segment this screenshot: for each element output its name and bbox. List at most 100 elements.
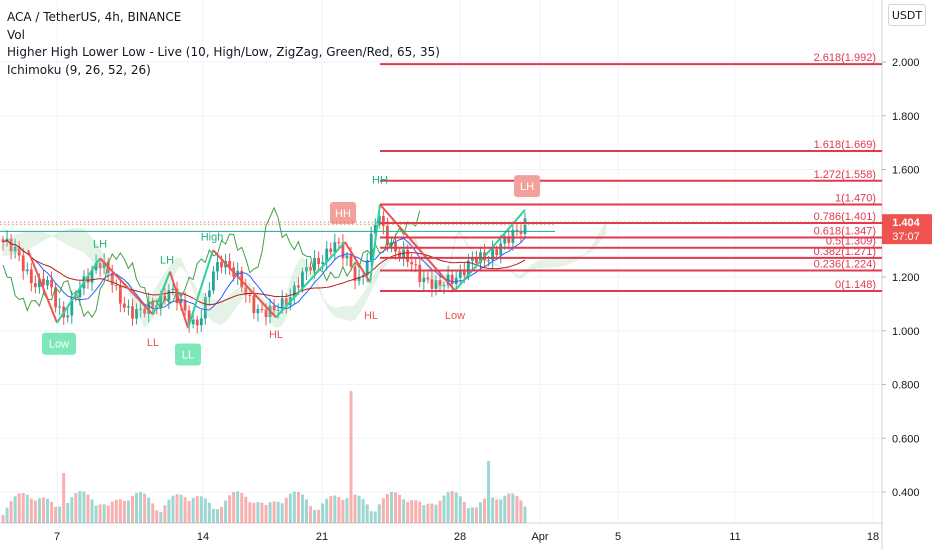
hhll-indicator-label[interactable]: Higher High Lower Low - Live (10, High/L… <box>7 45 440 59</box>
volume-bar <box>414 500 418 523</box>
volume-bar <box>33 500 37 523</box>
candle-body <box>341 242 345 259</box>
candle-body <box>155 307 159 309</box>
volume-bar <box>402 499 406 523</box>
swing-label: LH <box>520 181 534 193</box>
candle-body <box>191 319 195 325</box>
candle-body <box>29 269 33 284</box>
candle-body <box>21 255 25 272</box>
candle-body <box>199 318 203 326</box>
volume-bar <box>304 499 308 523</box>
candle-body <box>114 285 118 287</box>
y-tick-label: 1.800 <box>892 111 920 123</box>
candle-body <box>430 279 434 289</box>
candle-body <box>365 260 369 276</box>
candle-body <box>240 270 244 288</box>
candle-body <box>325 248 329 263</box>
volume-indicator-label[interactable]: Vol <box>7 27 25 42</box>
candle-body <box>386 226 389 246</box>
volume-bar <box>487 461 491 523</box>
volume-bar <box>353 494 357 523</box>
swing-label: High <box>201 231 224 243</box>
volume-bar <box>454 492 458 523</box>
volume-bar <box>478 502 482 523</box>
candle-body <box>46 279 49 286</box>
candle-body <box>244 287 248 295</box>
candle-body <box>122 303 126 308</box>
symbol-title[interactable]: ACA / TetherUS, 4h, BINANCE <box>7 10 182 24</box>
swing-label: HH <box>372 175 388 187</box>
y-tick-label: 1.200 <box>892 272 920 284</box>
candle-body <box>228 260 232 268</box>
volume-bar <box>58 506 62 523</box>
y-tick-label: 2.000 <box>892 57 920 69</box>
volume-bar <box>426 503 430 523</box>
volume-bar <box>37 498 41 523</box>
volume-bar <box>29 498 33 523</box>
candle-body <box>171 288 175 291</box>
candle-body <box>377 215 381 225</box>
fib-level-label: 2.618(1.992) <box>814 52 876 64</box>
candle-body <box>212 271 215 291</box>
candle-body <box>94 263 98 271</box>
candle-body <box>475 258 478 264</box>
candle-body <box>207 290 211 298</box>
currency-scale-button[interactable]: USDT <box>888 4 926 26</box>
volume-bar <box>82 491 86 523</box>
candle-body <box>42 278 45 286</box>
volume-bar <box>357 495 361 523</box>
candle-body <box>369 233 373 261</box>
volume-bar <box>410 500 414 523</box>
volume-bar <box>224 500 228 523</box>
volume-bar <box>62 473 66 523</box>
x-tick-label: 18 <box>867 531 879 543</box>
candle-body <box>373 224 377 234</box>
volume-bar <box>272 501 276 523</box>
volume-bar <box>406 501 410 523</box>
ichimoku-indicator-label[interactable]: Ichimoku (9, 26, 52, 26) <box>7 62 151 77</box>
volume-bar <box>175 494 179 523</box>
volume-bar <box>78 491 82 523</box>
candle-body <box>179 299 183 304</box>
volume-bar <box>195 496 199 523</box>
candle-body <box>434 280 438 289</box>
candle-body <box>102 261 106 269</box>
candle-body <box>151 301 155 308</box>
volume-bar <box>163 505 167 523</box>
volume-bar <box>183 497 187 523</box>
volume-bar <box>74 493 78 523</box>
candle-body <box>78 288 82 298</box>
candle-body <box>410 261 414 265</box>
volume-bar <box>143 493 147 523</box>
volume-bar <box>155 510 159 523</box>
volume-bar <box>450 491 454 523</box>
x-tick-label: 14 <box>197 531 209 543</box>
volume-bar <box>300 494 304 523</box>
swing-label: LL <box>182 349 194 361</box>
kijun-line <box>2 239 526 306</box>
volume-bar <box>458 496 462 523</box>
candle-body <box>292 285 296 298</box>
candle-body <box>511 229 515 243</box>
candle-body <box>357 276 361 281</box>
volume-bar <box>373 511 377 523</box>
volume-bar <box>252 502 256 523</box>
zigzag-segment <box>369 204 381 283</box>
zigzag-segment <box>187 249 214 329</box>
candle-body <box>74 297 78 299</box>
volume-bar <box>244 496 248 523</box>
volume-bar <box>187 500 191 523</box>
candle-body <box>118 285 122 304</box>
volume-bar <box>438 500 442 523</box>
volume-bar <box>66 502 70 523</box>
swing-label: LL <box>147 337 159 349</box>
volume-bar <box>50 501 54 523</box>
candle-body <box>90 270 94 283</box>
volume-bar <box>309 505 313 523</box>
volume-bar <box>236 491 240 523</box>
volume-bar <box>130 495 134 523</box>
volume-bar <box>313 510 317 523</box>
swing-label: HL <box>269 329 283 341</box>
y-tick-label: 0.800 <box>892 380 920 392</box>
